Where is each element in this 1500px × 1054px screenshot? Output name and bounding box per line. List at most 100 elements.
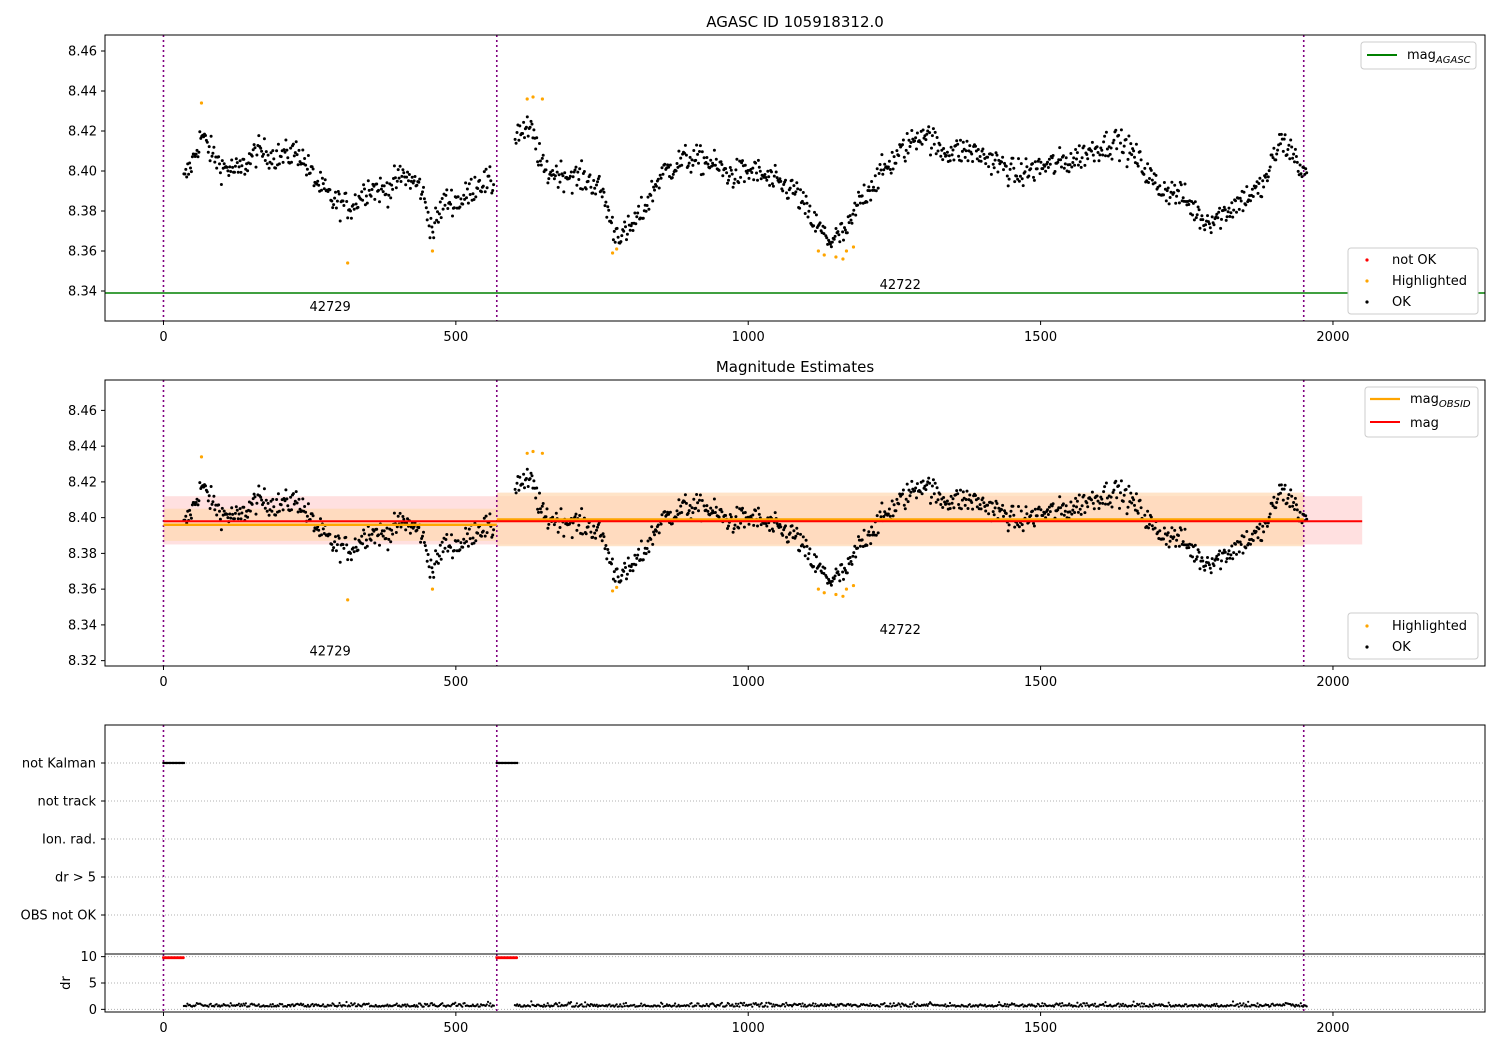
ok-point bbox=[425, 559, 429, 563]
dr-point bbox=[1035, 1005, 1038, 1008]
obsid-label: 42729 bbox=[309, 300, 350, 315]
ok-point bbox=[610, 562, 613, 566]
ok-point bbox=[991, 162, 995, 166]
panel-magnitude-estimates: Magnitude Estimates 8.328.348.368.388.40… bbox=[68, 358, 1486, 690]
ok-point bbox=[622, 229, 626, 233]
ok-point bbox=[1229, 553, 1233, 557]
ok-point bbox=[312, 184, 316, 188]
ok-point bbox=[790, 178, 794, 182]
ok-point bbox=[607, 208, 611, 212]
ok-point bbox=[1007, 177, 1011, 181]
ok-point bbox=[1212, 564, 1216, 568]
ok-point bbox=[968, 144, 972, 148]
ok-point bbox=[725, 171, 729, 175]
ok-point bbox=[779, 525, 783, 529]
ok-point bbox=[351, 546, 355, 550]
ok-point bbox=[1166, 531, 1170, 535]
ok-point bbox=[458, 548, 462, 552]
dr-point bbox=[1120, 1004, 1123, 1008]
ok-point bbox=[836, 230, 840, 234]
ok-point bbox=[535, 136, 539, 140]
ok-point bbox=[1218, 549, 1222, 553]
ok-point bbox=[674, 169, 678, 173]
dr-point bbox=[898, 1003, 901, 1006]
ok-point bbox=[218, 517, 222, 521]
ok-point bbox=[1097, 507, 1101, 510]
ok-point bbox=[586, 179, 590, 183]
ok-point bbox=[1187, 546, 1191, 550]
ok-point bbox=[211, 151, 215, 155]
ok-point bbox=[521, 132, 525, 135]
ok-point bbox=[1288, 157, 1292, 161]
panel-title: Magnitude Estimates bbox=[716, 358, 874, 376]
ok-point bbox=[700, 150, 704, 154]
ok-point bbox=[213, 508, 217, 512]
ok-point bbox=[1103, 485, 1107, 489]
dr-point bbox=[1092, 1004, 1095, 1007]
ok-point bbox=[717, 515, 721, 519]
dr-point bbox=[633, 1003, 636, 1006]
ok-point bbox=[1289, 138, 1293, 142]
ok-point bbox=[1231, 557, 1235, 561]
ok-point bbox=[684, 153, 688, 157]
ok-point bbox=[925, 483, 929, 487]
dr-point bbox=[727, 1002, 731, 1005]
ok-point bbox=[966, 507, 970, 510]
ok-point bbox=[848, 214, 852, 218]
ok-point bbox=[441, 550, 445, 554]
ok-point bbox=[631, 229, 635, 232]
ok-point bbox=[1056, 160, 1060, 164]
dr-point bbox=[330, 1004, 333, 1007]
ok-point bbox=[254, 512, 258, 516]
ok-point bbox=[1224, 560, 1228, 564]
ok-point bbox=[605, 215, 609, 219]
ok-point bbox=[1222, 205, 1226, 209]
ok-point bbox=[228, 512, 232, 516]
ok-point bbox=[915, 482, 919, 486]
ok-point bbox=[515, 481, 519, 485]
ok-point bbox=[513, 137, 517, 141]
dr-point bbox=[463, 1002, 466, 1005]
ok-point bbox=[554, 164, 558, 168]
ok-point bbox=[633, 211, 637, 215]
ok-point bbox=[1112, 138, 1116, 142]
ok-point bbox=[1086, 505, 1090, 509]
ok-point bbox=[559, 159, 563, 163]
ok-point bbox=[1074, 148, 1078, 151]
ok-point bbox=[478, 178, 482, 182]
ok-point bbox=[765, 178, 769, 182]
ok-point bbox=[755, 171, 758, 175]
ok-point bbox=[660, 513, 664, 517]
ok-point bbox=[963, 503, 967, 507]
ok-point bbox=[1166, 186, 1170, 190]
ok-point bbox=[367, 533, 371, 537]
ok-point bbox=[323, 178, 327, 182]
ok-point bbox=[1195, 555, 1199, 559]
ok-point bbox=[943, 152, 947, 155]
ok-point bbox=[262, 137, 266, 141]
ok-point bbox=[207, 145, 211, 149]
ok-point bbox=[1108, 152, 1112, 156]
ok-point bbox=[332, 546, 336, 550]
ok-point bbox=[446, 207, 450, 210]
ok-point bbox=[763, 173, 767, 176]
ok-point bbox=[304, 510, 308, 514]
ok-point bbox=[606, 205, 610, 209]
ok-point bbox=[778, 177, 782, 181]
ok-point bbox=[233, 511, 237, 515]
ok-point bbox=[1100, 497, 1104, 501]
ok-point bbox=[264, 498, 268, 502]
ok-point bbox=[1143, 513, 1147, 517]
ok-point bbox=[667, 512, 671, 516]
ok-point bbox=[1226, 210, 1230, 214]
ok-point bbox=[770, 527, 774, 531]
obs-boundaries bbox=[162, 725, 1305, 954]
ok-point bbox=[333, 540, 337, 544]
ok-point bbox=[480, 534, 483, 538]
ok-point bbox=[1007, 523, 1011, 527]
ok-point bbox=[635, 556, 639, 560]
ok-point bbox=[194, 152, 198, 156]
ok-point bbox=[415, 183, 419, 187]
dr-point bbox=[1102, 1002, 1105, 1006]
ok-point bbox=[1090, 498, 1093, 502]
